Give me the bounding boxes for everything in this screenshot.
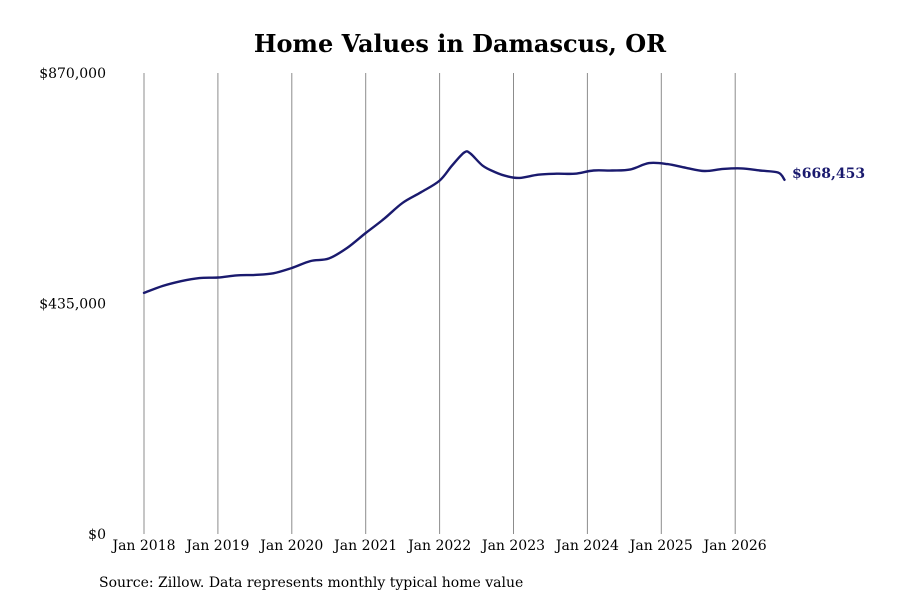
x-tick-label: Jan 2023 <box>480 538 545 554</box>
x-tick-label: Jan 2021 <box>332 538 397 554</box>
source-note: Source: Zillow. Data represents monthly … <box>99 575 523 591</box>
y-tick-label: $870,000 <box>39 66 106 82</box>
grid <box>143 73 736 534</box>
y-tick-label: $435,000 <box>39 297 106 313</box>
x-tick-label: Jan 2019 <box>184 538 249 554</box>
x-tick-label: Jan 2018 <box>110 538 175 554</box>
x-tick-label: Jan 2020 <box>258 538 323 554</box>
x-tick-label: Jan 2024 <box>554 538 619 554</box>
series-layer: $668,453 <box>142 150 865 295</box>
x-tick-label: Jan 2026 <box>702 538 767 554</box>
end-value-label: $668,453 <box>792 166 865 182</box>
series-line <box>142 150 786 295</box>
chart-title: Home Values in Damascus, OR <box>254 29 667 58</box>
x-tick-label: Jan 2025 <box>628 538 693 554</box>
x-tick-label: Jan 2022 <box>406 538 471 554</box>
x-axis: Jan 2018 Jan 2019 Jan 2020 Jan 2021 Jan 2022… <box>110 538 766 554</box>
y-axis: $0 $435,000 $870,000 <box>39 66 106 543</box>
y-tick-label: $0 <box>88 527 106 543</box>
